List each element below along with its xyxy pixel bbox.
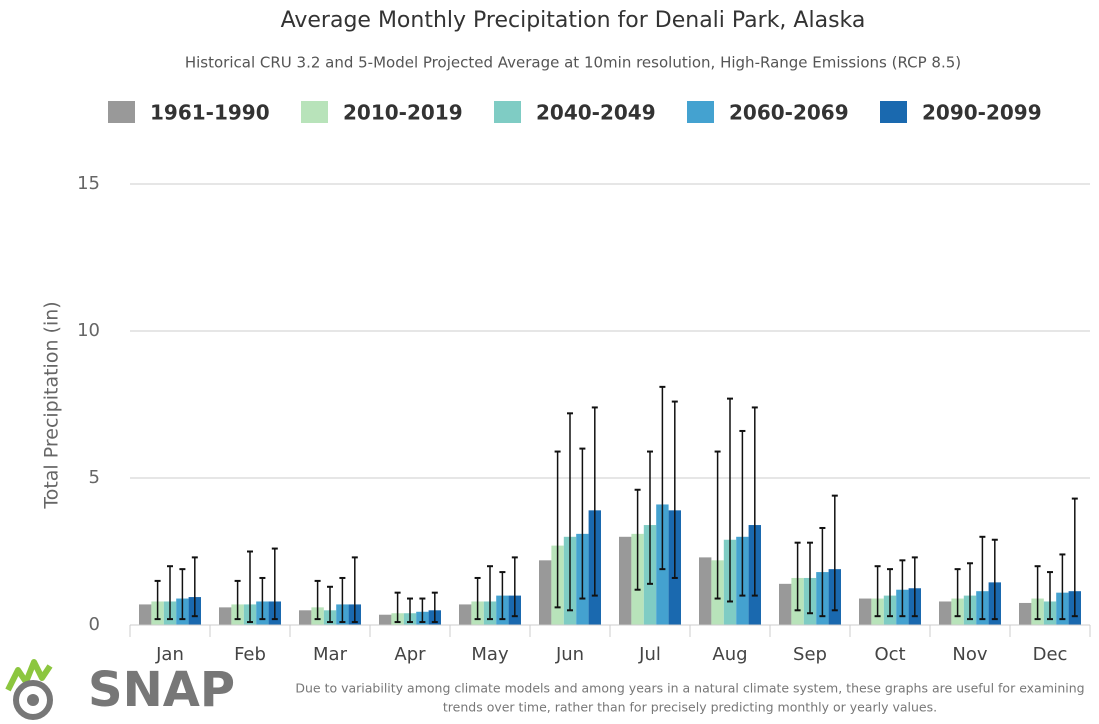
bar: [939, 601, 952, 625]
legend-label: 2060-2069: [729, 101, 849, 125]
x-tick-label: Oct: [874, 644, 905, 665]
bar: [539, 560, 552, 625]
bar: [779, 583, 792, 625]
logo-text: SNAP: [88, 662, 235, 718]
legend-label: 1961-1990: [150, 101, 270, 125]
x-tick-label: Jun: [555, 644, 584, 665]
bar: [299, 610, 312, 625]
legend-label: 2040-2049: [536, 101, 656, 125]
legend-swatch: [494, 101, 521, 123]
x-tick-label: Feb: [234, 644, 266, 665]
bar: [139, 604, 152, 625]
bar: [379, 614, 392, 625]
y-axis-title: Total Precipitation (in): [41, 301, 63, 509]
bar: [459, 604, 472, 625]
x-tick-label: May: [471, 644, 509, 665]
legend-swatch: [108, 101, 135, 123]
x-tick-label: Aug: [712, 644, 747, 665]
bar: [219, 607, 232, 625]
x-tick-label: Dec: [1033, 644, 1068, 665]
x-tick-label: Jan: [155, 644, 184, 665]
legend-swatch: [301, 101, 328, 123]
y-tick-label: 10: [77, 320, 100, 341]
bar: [859, 598, 872, 625]
legend-swatch: [880, 101, 907, 123]
footnote: Due to variability among climate models …: [295, 681, 1084, 696]
footnote: trends over time, rather than for precis…: [443, 700, 937, 715]
bar: [619, 536, 632, 625]
y-tick-label: 0: [89, 614, 100, 635]
x-tick-label: Apr: [394, 644, 426, 665]
chart-title: Average Monthly Precipitation for Denali…: [281, 8, 866, 33]
bar: [1019, 602, 1032, 625]
y-tick-label: 15: [77, 173, 100, 194]
legend-label: 2090-2099: [922, 101, 1042, 125]
x-tick-label: Nov: [952, 644, 987, 665]
bar: [699, 557, 712, 625]
legend-label: 2010-2019: [343, 101, 463, 125]
legend-swatch: [687, 101, 714, 123]
x-tick-label: Mar: [313, 644, 348, 665]
chart-subtitle: Historical CRU 3.2 and 5-Model Projected…: [185, 54, 961, 72]
x-tick-label: Sep: [793, 644, 827, 665]
logo-icon: [5, 659, 53, 720]
x-tick-label: Jul: [638, 644, 661, 665]
y-tick-label: 5: [89, 467, 100, 488]
